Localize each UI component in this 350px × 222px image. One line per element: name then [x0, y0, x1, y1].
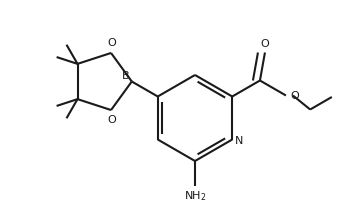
Text: B: B: [122, 71, 130, 81]
Text: N: N: [235, 135, 244, 145]
Text: O: O: [108, 115, 117, 125]
Text: O: O: [261, 38, 270, 48]
Text: O: O: [108, 38, 117, 48]
Text: O: O: [290, 91, 299, 101]
Text: NH$_2$: NH$_2$: [184, 189, 206, 203]
